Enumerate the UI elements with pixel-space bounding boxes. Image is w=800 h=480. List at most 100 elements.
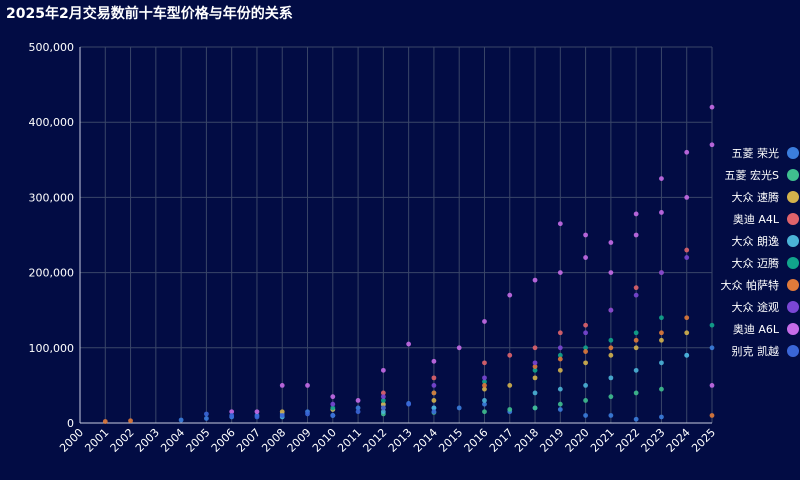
data-point [608, 345, 614, 351]
y-tick-label: 100,000 [29, 342, 75, 355]
data-point [380, 398, 386, 403]
data-point [279, 413, 285, 418]
data-point [608, 394, 614, 400]
data-point [482, 398, 487, 403]
data-point [254, 409, 260, 415]
data-point [482, 386, 487, 392]
data-point [532, 345, 538, 351]
x-tick-label: 2010 [310, 426, 339, 455]
data-point [583, 255, 588, 260]
data-point [633, 367, 639, 373]
y-tick-label: 300,000 [29, 191, 75, 204]
data-point [507, 407, 513, 412]
data-point [431, 405, 437, 411]
data-point [305, 411, 310, 417]
data-point [557, 270, 563, 275]
data-point [380, 390, 386, 396]
data-point [608, 375, 614, 381]
data-point [229, 409, 235, 415]
data-point [583, 232, 588, 238]
data-point [709, 322, 715, 328]
data-point [557, 367, 563, 373]
legend-label: 别克 凯越 [732, 344, 780, 358]
data-point [659, 176, 664, 182]
data-point [633, 345, 639, 351]
axes: 0 100,000 200,000 300,000 400,000 500,000 2000… [29, 41, 719, 455]
legend-marker [787, 147, 799, 159]
data-point [507, 383, 513, 388]
data-point [102, 419, 108, 424]
x-tick-label: 2008 [259, 426, 288, 455]
y-tick-label: 400,000 [29, 116, 75, 129]
data-point [380, 401, 386, 407]
data-point [557, 221, 563, 227]
data-point [482, 383, 487, 388]
legend-marker [787, 191, 799, 203]
data-point [482, 401, 487, 407]
data-point [583, 383, 588, 388]
x-tick-label: 2007 [234, 426, 263, 455]
data-point [709, 383, 715, 388]
data-point [684, 330, 690, 336]
data-point [633, 390, 639, 396]
y-tick-label: 500,000 [29, 41, 75, 54]
data-point [583, 360, 588, 366]
x-tick-label: 2001 [82, 426, 111, 455]
x-tick-label: 2011 [335, 426, 364, 455]
data-point [709, 413, 715, 418]
legend-label: 五菱 荣光 [732, 146, 780, 160]
data-point [532, 390, 538, 396]
data-point [633, 285, 639, 291]
data-point [684, 195, 690, 200]
x-tick-label: 2005 [184, 426, 213, 455]
data-point [254, 414, 260, 420]
legend-label: 奥迪 A4L [733, 212, 780, 226]
x-tick-label: 2004 [158, 426, 187, 455]
x-tick-label: 2020 [563, 426, 592, 455]
legend-label: 大众 帕萨特 [721, 278, 780, 292]
data-point [583, 345, 588, 351]
data-point [406, 401, 412, 407]
data-point [633, 211, 639, 217]
legend-marker [787, 235, 799, 247]
x-tick-label: 2015 [436, 426, 465, 455]
data-point [709, 345, 715, 351]
data-point [709, 142, 715, 148]
data-point [608, 413, 614, 418]
legend-marker [787, 301, 799, 313]
data-point [380, 394, 386, 400]
data-point [583, 398, 588, 403]
data-point [684, 352, 690, 358]
grid-lines [79, 46, 713, 424]
data-points [102, 104, 715, 424]
y-tick-label: 0 [67, 417, 74, 430]
data-point [431, 375, 437, 381]
data-point [684, 255, 690, 260]
data-point [482, 379, 487, 385]
data-point [532, 375, 538, 381]
data-point [204, 416, 209, 421]
data-point [633, 292, 639, 298]
data-point [557, 352, 563, 358]
data-point [330, 405, 336, 411]
data-point [355, 409, 361, 415]
data-point [583, 322, 588, 328]
data-point [431, 398, 437, 403]
data-point [355, 398, 361, 403]
legend-marker [787, 345, 799, 357]
data-point [456, 405, 462, 411]
legend-marker [787, 213, 799, 225]
x-tick-label: 2014 [411, 426, 440, 455]
x-tick-label: 2002 [108, 426, 137, 455]
data-point [330, 401, 336, 407]
data-point [507, 352, 513, 358]
legend-label: 奥迪 A6L [733, 322, 780, 336]
x-tick-label: 2000 [57, 426, 86, 455]
legend-marker [787, 257, 799, 269]
y-tick-label: 200,000 [29, 267, 75, 280]
x-tick-label: 2006 [209, 426, 238, 455]
legend-label: 大众 速腾 [732, 190, 780, 204]
x-tick-label: 2021 [588, 426, 617, 455]
